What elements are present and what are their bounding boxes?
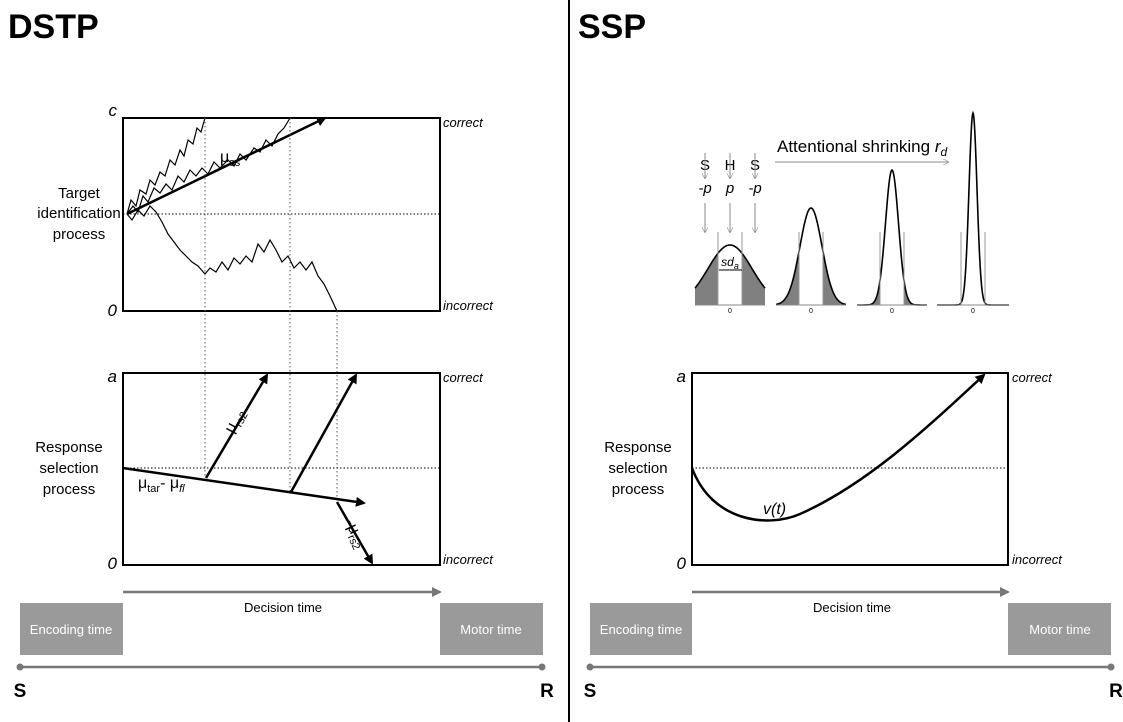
stimulus-label: S <box>584 681 597 702</box>
timeline-end <box>16 663 24 671</box>
process-label: selection <box>39 460 98 477</box>
axis-label: a <box>108 367 117 386</box>
drift-label: μss <box>220 149 241 169</box>
zero-label: 0 <box>971 308 975 315</box>
boundary-label: incorrect <box>1012 552 1063 567</box>
shaded-tail <box>695 253 718 305</box>
weight-label: p <box>725 180 734 197</box>
sd-symbol: sd <box>721 255 734 269</box>
axis-label: 0 <box>108 554 118 573</box>
spotlight-curve <box>857 168 927 306</box>
random-walk <box>126 117 291 215</box>
encoding-label: Encoding time <box>30 622 112 637</box>
motor-box <box>440 603 543 655</box>
drift-arrow <box>335 501 374 565</box>
drift-label: μtar- μfl <box>138 475 185 495</box>
shaded-tail <box>904 280 927 305</box>
random-walk <box>126 205 338 312</box>
axis-label: c <box>109 101 118 120</box>
drift-label: -μrs2 <box>339 517 370 552</box>
spotlight-curve <box>694 244 766 289</box>
drift-arrow <box>126 116 327 216</box>
boundary-label: correct <box>443 115 484 130</box>
timeline-end <box>538 663 546 671</box>
drift-subscript: fl <box>179 483 185 495</box>
encoding-box <box>590 603 692 655</box>
process-label: selection <box>608 460 667 477</box>
decision-label: Decision time <box>813 600 891 615</box>
encoding-box <box>20 603 123 655</box>
process-label: process <box>53 226 106 243</box>
weight-label: -p <box>698 180 711 197</box>
response-label: R <box>1109 681 1123 702</box>
process-label: Response <box>35 439 103 456</box>
shrinking-sub: d <box>941 145 948 159</box>
process-label: process <box>43 481 96 498</box>
shaded-tail <box>776 251 799 305</box>
drift-symbol: μ <box>220 149 229 166</box>
boundary-label: incorrect <box>443 552 494 567</box>
zero-label: 0 <box>890 308 894 315</box>
title: DSTP <box>8 8 99 46</box>
title: SSP <box>578 8 646 46</box>
shrinking-label: Attentional shrinking rd <box>777 137 948 159</box>
shrinking-var: r <box>935 137 942 156</box>
response-label: R <box>540 681 554 702</box>
sd-label: sda <box>721 255 739 271</box>
weight-arrows <box>705 153 755 232</box>
spotlight-distributions: 0 0 0 0 sda <box>694 110 1009 315</box>
decision-label: Decision time <box>244 600 322 615</box>
encoding-label: Encoding time <box>600 622 682 637</box>
zero-label: 0 <box>809 308 813 315</box>
boundary-label: incorrect <box>443 298 494 313</box>
shaded-tail <box>823 251 846 305</box>
axis-label: a <box>677 367 686 386</box>
shaded-tail <box>857 280 880 305</box>
response-box <box>122 372 441 566</box>
drift-subscript: rs2 <box>345 533 362 552</box>
zero-label: 0 <box>728 308 732 315</box>
process-label: identification <box>37 205 120 222</box>
timeline-end <box>1107 663 1115 671</box>
spotlight-curve <box>775 207 847 306</box>
boundary-label: correct <box>443 370 484 385</box>
drift-symbol: - μ <box>160 475 179 492</box>
motor-label: Motor time <box>460 622 521 637</box>
shaded-tail <box>742 253 765 305</box>
flanker-arrow <box>122 466 366 507</box>
boundary-label: correct <box>1012 370 1053 385</box>
motor-label: Motor time <box>1029 622 1090 637</box>
shrinking-text: Attentional shrinking <box>777 137 935 156</box>
process-label: Response <box>604 439 672 456</box>
drift-symbol: μ <box>138 475 147 492</box>
process-label: Target <box>58 185 101 202</box>
drift-subscript: tar <box>147 483 160 495</box>
motor-box <box>1008 603 1111 655</box>
drift-curve <box>690 373 986 522</box>
spotlight-curve <box>937 110 1009 306</box>
axis-label: 0 <box>677 554 687 573</box>
timeline-end <box>586 663 594 671</box>
random-walk <box>126 117 206 215</box>
stimulus-label: S <box>14 681 27 702</box>
drift-subscript: ss <box>229 157 241 169</box>
sd-subscript: a <box>734 261 739 271</box>
drift-arrow <box>204 373 269 479</box>
drift-symbol: -μ <box>341 517 363 537</box>
weight-label: -p <box>748 180 761 197</box>
process-label: process <box>612 481 665 498</box>
response-box <box>691 372 1009 566</box>
axis-label: 0 <box>108 301 118 320</box>
drift-label: v(t) <box>763 501 786 518</box>
drift-arrow <box>289 373 358 493</box>
